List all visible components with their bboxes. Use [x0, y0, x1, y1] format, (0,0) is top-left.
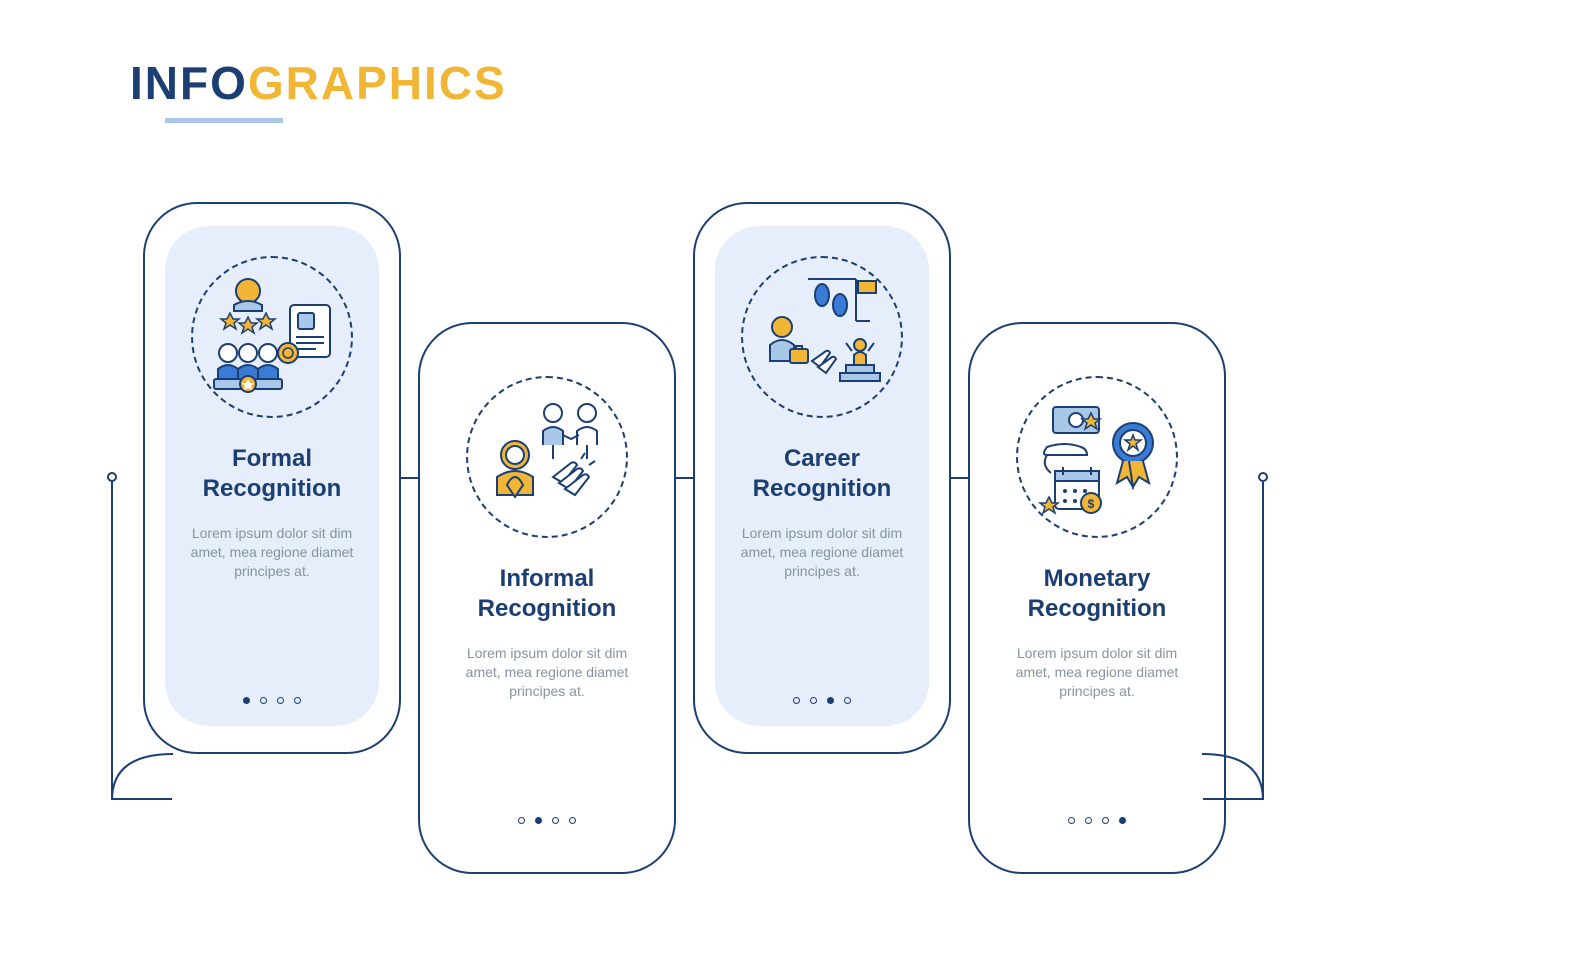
card-description: Lorem ipsum dolor sit dim amet, mea regi… — [454, 644, 640, 701]
card-description: Lorem ipsum dolor sit dim amet, mea regi… — [1004, 644, 1190, 701]
title-underline — [165, 118, 283, 123]
dot — [518, 817, 525, 824]
card-title: Formal Recognition — [179, 444, 365, 504]
icon-ring — [741, 256, 903, 418]
dot — [569, 817, 576, 824]
pagination-dots — [1068, 797, 1126, 824]
card-title: Monetary Recognition — [1004, 564, 1190, 624]
icon-ring: $ — [1016, 376, 1178, 538]
title-part-2: GRAPHICS — [248, 57, 507, 109]
pagination-dots — [518, 797, 576, 824]
card-formal: Formal Recognition Lorem ipsum dolor sit… — [143, 202, 401, 754]
dot — [810, 697, 817, 704]
connector-start-node — [107, 472, 117, 482]
card-monetary: $ Monetary Recognition Lorem ipsum dolor… — [968, 322, 1226, 874]
title-part-1: INFO — [130, 57, 248, 109]
informal-recognition-icon — [475, 385, 620, 530]
connector-corner — [111, 753, 173, 800]
dot — [243, 697, 250, 704]
card-panel: Career Recognition Lorem ipsum dolor sit… — [715, 226, 929, 726]
connector-join — [674, 477, 695, 479]
formal-recognition-icon — [200, 265, 345, 410]
dot — [1068, 817, 1075, 824]
dot — [1085, 817, 1092, 824]
card-title: Informal Recognition — [454, 564, 640, 624]
card-panel: Informal Recognition Lorem ipsum dolor s… — [440, 346, 654, 846]
dot — [552, 817, 559, 824]
dot — [260, 697, 267, 704]
dot — [294, 697, 301, 704]
card-title: Career Recognition — [729, 444, 915, 504]
connector-join — [399, 477, 420, 479]
pagination-dots — [793, 677, 851, 704]
card-panel: Formal Recognition Lorem ipsum dolor sit… — [165, 226, 379, 726]
dot — [1102, 817, 1109, 824]
header: INFOGRAPHICS — [130, 56, 507, 123]
connector-join — [949, 477, 970, 479]
card-description: Lorem ipsum dolor sit dim amet, mea regi… — [729, 524, 915, 581]
card-description: Lorem ipsum dolor sit dim amet, mea regi… — [179, 524, 365, 581]
svg-text:$: $ — [1087, 497, 1094, 511]
icon-ring — [466, 376, 628, 538]
dot — [793, 697, 800, 704]
page-title: INFOGRAPHICS — [130, 56, 507, 110]
dot — [1119, 817, 1126, 824]
dot — [535, 817, 542, 824]
pagination-dots — [243, 677, 301, 704]
dot — [827, 697, 834, 704]
card-informal: Informal Recognition Lorem ipsum dolor s… — [418, 322, 676, 874]
connector-end-node — [1258, 472, 1268, 482]
dot — [277, 697, 284, 704]
icon-ring — [191, 256, 353, 418]
card-career: Career Recognition Lorem ipsum dolor sit… — [693, 202, 951, 754]
monetary-recognition-icon: $ — [1025, 385, 1170, 530]
career-recognition-icon — [750, 265, 895, 410]
dot — [844, 697, 851, 704]
card-panel: $ Monetary Recognition Lorem ipsum dolor… — [990, 346, 1204, 846]
